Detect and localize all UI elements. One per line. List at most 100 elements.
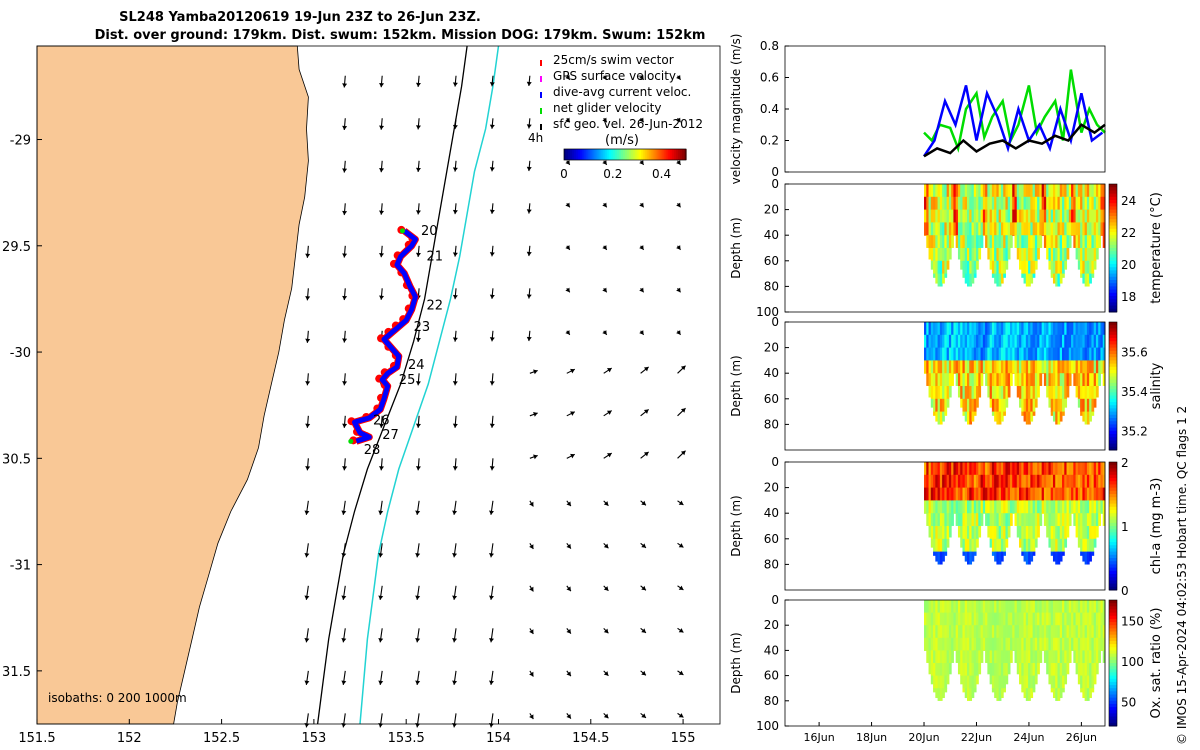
chlorophyll-cell [1091, 551, 1095, 556]
temperature-cell [971, 184, 975, 198]
chlorophyll-cell [946, 462, 950, 476]
salinity-cell [1059, 347, 1063, 361]
oxygen-cbar-cell [1109, 600, 1117, 604]
chlorophyll-cell [976, 538, 979, 548]
salinity-cell [1048, 386, 1052, 400]
chlorophyll-cell [1005, 513, 1009, 527]
salinity-cell [942, 373, 945, 387]
chlorophyll-cell [1050, 551, 1054, 556]
oxygen-cell [1023, 625, 1027, 639]
salinity-cell [937, 373, 941, 387]
geo-velocity-arrowhead [304, 595, 310, 600]
oxygen-cell [1019, 600, 1022, 614]
salinity-cell [1012, 347, 1016, 361]
oxygen-cell [1007, 625, 1011, 639]
geo-velocity-arrowhead [676, 330, 681, 335]
y-tick-label: 100 [756, 305, 779, 319]
chlorophyll-cell [937, 538, 941, 553]
temperature-cell [987, 196, 991, 211]
temperature-cell [1086, 248, 1090, 262]
chlorophyll-cell [1005, 462, 1009, 476]
salinity-cell [1007, 334, 1011, 349]
oxygen-cell [935, 675, 939, 689]
oxygen-cell [1003, 650, 1006, 664]
salinity-cbar-cell [1109, 427, 1117, 432]
temperature-cell [933, 222, 936, 236]
salinity-cell [1082, 373, 1086, 387]
salinity-cell [939, 347, 943, 361]
chlorophyll-cell [980, 500, 984, 514]
oxygen-cell [980, 625, 984, 639]
temperature-cell [1048, 184, 1052, 198]
salinity-cell [1064, 334, 1068, 349]
salinity-cbar-cell [1109, 344, 1117, 349]
chlorophyll-cell [944, 526, 948, 540]
temperature-cell [1041, 184, 1045, 198]
chlorophyll-cell [1080, 551, 1083, 556]
temperature-cell [957, 222, 961, 236]
chlorophyll-cell [969, 513, 973, 527]
temperature-cell [939, 248, 943, 262]
salinity-cell [933, 398, 936, 413]
geo-velocity-arrowhead [639, 245, 644, 250]
salinity-cell [1077, 360, 1081, 374]
chlorophyll-cell [1089, 538, 1092, 553]
oxygen-cell [1016, 663, 1020, 675]
salinity-cell [976, 360, 979, 374]
temperature-cell [1064, 209, 1068, 223]
geo-velocity-arrowhead [676, 75, 681, 80]
oxygen-cbar-cell [1109, 628, 1117, 632]
oxygen-cell [1077, 675, 1081, 685]
chlorophyll-cell [951, 462, 954, 476]
salinity-cbar-tick: 35.6 [1121, 346, 1148, 360]
salinity-cell [1084, 373, 1088, 387]
salinity-cell [1028, 373, 1031, 387]
salinity-cell [1003, 373, 1006, 387]
chlorophyll-cell [967, 551, 970, 565]
oxygen-cell [989, 612, 993, 626]
oxygen-cell [994, 688, 997, 699]
oxygen-cell [1084, 663, 1088, 677]
temperature-cell [976, 209, 979, 223]
temperature-cell [1100, 196, 1104, 211]
oxygen-cell [1055, 600, 1058, 614]
geo-velocity-arrowhead [678, 628, 684, 633]
temperature-cell [937, 273, 941, 287]
temperature-cell [955, 235, 959, 248]
salinity-cell [953, 360, 957, 374]
chlorophyll-cell [928, 513, 932, 527]
chlorophyll-cell [1059, 474, 1063, 489]
geo-velocity-arrowhead [639, 287, 644, 293]
temperature-cell [1007, 248, 1011, 260]
salinity-cell [926, 334, 930, 349]
chlorophyll-cell [1039, 500, 1043, 514]
temperature-cell [991, 209, 995, 223]
chlorophyll-cell [1055, 526, 1058, 540]
oxygen-cell [1057, 688, 1061, 701]
colorbar-cell [616, 149, 620, 160]
oxygen-cell [982, 600, 986, 614]
y-tick-label: 0 [771, 165, 779, 179]
chlorophyll-cell [1032, 487, 1036, 501]
salinity-cell [953, 334, 957, 349]
salinity-cell [1077, 322, 1081, 336]
chlorophyll-cell [1052, 474, 1056, 489]
temperature-cell [1023, 222, 1027, 236]
temperature-cell [1057, 209, 1061, 223]
salinity-cell [1012, 373, 1016, 374]
salinity-cell [1034, 360, 1038, 374]
salinity-cell [946, 347, 950, 361]
salinity-cell [937, 360, 941, 374]
oxygen-cell [989, 663, 993, 677]
temperature-cell [991, 273, 995, 278]
oxygen-cell [967, 663, 970, 677]
temperature-cell [1009, 222, 1013, 236]
salinity-cell [982, 373, 986, 374]
oxygen-cell [1025, 600, 1029, 614]
oxygen-cell [924, 600, 927, 614]
temperature-cell [1030, 248, 1034, 262]
oxygen-cell [1093, 625, 1097, 639]
chlorophyll-cell [962, 462, 966, 476]
oxygen-cell [928, 600, 932, 614]
salinity-cell [1019, 373, 1022, 387]
